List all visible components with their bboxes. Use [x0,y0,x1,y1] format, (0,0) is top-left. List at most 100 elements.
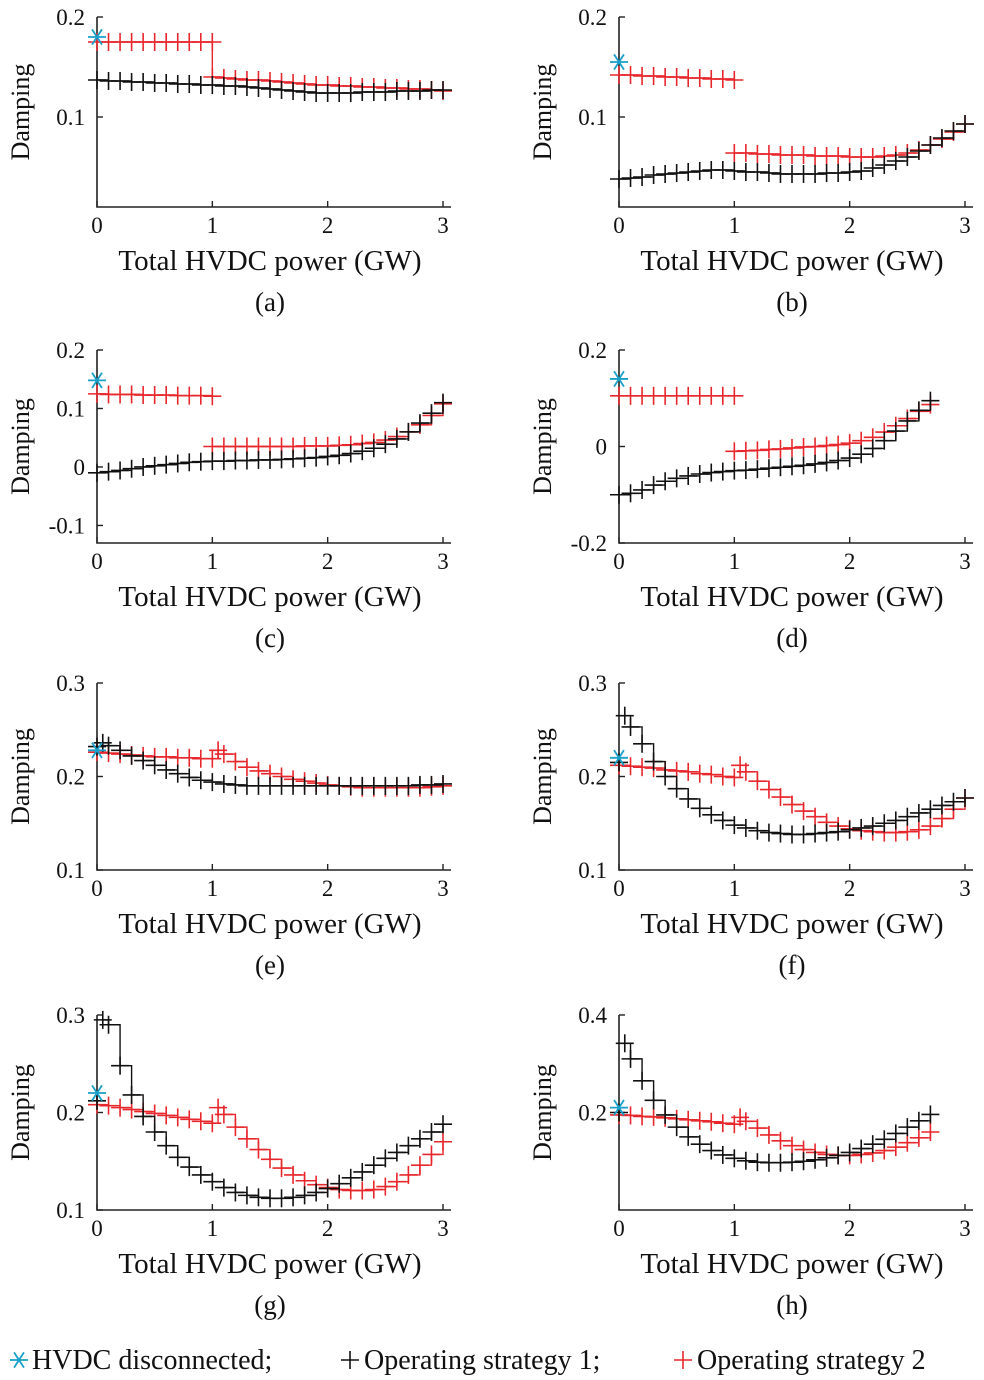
strategy1-point [702,805,721,824]
strategy2-point [434,1132,452,1151]
y-tick-label: -0.1 [49,513,85,538]
strategy2-point [736,1112,755,1131]
legend: HVDC disconnected; Operating strategy 1;… [10,1345,926,1376]
panel-caption: (e) [255,950,285,980]
strategy1-point [748,460,767,479]
strategy2-point [180,1110,199,1129]
panel-caption: (d) [776,623,807,653]
x-axis-label: Total HVDC power (GW) [640,1248,943,1280]
strategy2-point [690,764,709,783]
strategy2-point [203,1114,222,1133]
strategy1-point [621,717,640,736]
strategy2-point [410,1156,429,1175]
strategy1-point [679,1127,698,1146]
x-tick-label: 2 [844,549,856,574]
y-tick-label: 0.2 [56,5,85,30]
y-tick-label: 0.2 [578,1101,607,1126]
x-tick-label: 0 [91,876,103,901]
strategy1-point [249,1188,268,1207]
x-tick-label: 3 [437,213,449,238]
strategy1-point [909,803,928,822]
strategy1-point [736,818,755,837]
plus-icon [674,1351,692,1369]
strategy2-point [272,1159,291,1178]
strategy1-point [353,1162,372,1181]
strategy1-point [875,814,894,833]
strategy2-point [644,67,663,85]
strategy1-point [399,1136,418,1155]
strategy2-point [806,807,825,826]
strategy1-point [909,401,928,420]
strategy1-point [284,82,303,100]
disconnected-point [610,370,628,388]
x-tick-label: 1 [729,1216,741,1241]
strategy1-line [102,1019,444,1199]
strategy1-point [364,1156,383,1175]
strategy2-point [771,439,790,458]
strategy1-point [909,1111,928,1130]
y-tick-label: 0 [596,435,608,460]
strategy1-point [725,1149,744,1168]
y-tick-label: 0.2 [578,5,607,30]
strategy1-point [111,741,130,760]
strategy1-point [806,1150,825,1169]
strategy1-point [410,414,429,433]
panel-caption: (g) [254,1290,285,1320]
strategy1-point [284,1188,303,1207]
x-tick-label: 3 [437,549,449,574]
strategy2-point [713,70,732,88]
legend-strategy2-label: Operating strategy 2 [697,1345,926,1376]
x-tick-label: 1 [207,876,219,901]
strategy1-point [898,148,917,166]
strategy1-point [157,74,176,92]
strategy1-point [168,454,187,473]
strategy1-point [783,457,801,476]
x-tick-label: 2 [844,876,856,901]
asterisk-icon [10,1351,28,1369]
x-tick-label: 0 [613,213,625,238]
x-tick-label: 3 [437,876,449,901]
strategy2-point [690,69,709,87]
y-tick-label: 0.1 [578,105,607,130]
strategy1-point [863,159,882,177]
strategy1-point [410,1129,429,1148]
x-tick-label: 2 [322,1216,334,1241]
y-axis-label: Damping [528,64,557,161]
x-tick-label: 0 [91,213,103,238]
strategy1-point [226,77,245,95]
strategy1-point [422,1123,441,1141]
strategy1-point [434,393,452,412]
strategy1-point [226,1183,245,1202]
strategy1-point [621,169,640,187]
strategy1-point [249,79,268,97]
strategy1-point [875,431,894,450]
strategy2-point [725,386,744,405]
x-tick-label: 3 [959,549,971,574]
legend-disconnected-marker [10,1351,28,1369]
strategy1-point [341,1168,360,1187]
strategy1-point [330,1174,349,1193]
axes [618,1015,973,1211]
strategy2-point [99,1096,118,1115]
strategy1-point [863,1135,882,1154]
strategy1-point [434,81,452,99]
y-tick-label: 0.1 [56,396,85,421]
strategy1-point [134,751,153,770]
strategy2-point [679,1110,698,1129]
strategy1-point [318,447,337,466]
x-tick-label: 0 [613,876,625,901]
x-axis-label: Total HVDC power (GW) [118,908,421,940]
y-tick-label: 0.1 [578,858,607,883]
strategy1-point [295,83,314,101]
strategy1-point [610,170,628,188]
panel-caption: (b) [776,287,807,317]
y-tick-label: 0.2 [56,338,85,363]
strategy1-point [615,1034,634,1053]
strategy2-point [702,1112,721,1131]
strategy1-point [644,752,663,771]
strategy1-point [690,465,709,484]
strategy1-point [759,823,778,842]
strategy2-point [249,1140,268,1159]
strategy2-point [921,1123,940,1141]
